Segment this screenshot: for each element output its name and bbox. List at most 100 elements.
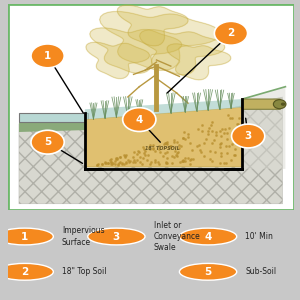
Polygon shape bbox=[85, 107, 242, 167]
Text: Impervious
Surface: Impervious Surface bbox=[62, 226, 105, 247]
Point bbox=[236, 116, 241, 121]
Point bbox=[196, 143, 201, 148]
Point bbox=[108, 160, 113, 165]
Point bbox=[124, 161, 129, 166]
Point bbox=[203, 137, 208, 142]
Point bbox=[234, 132, 239, 136]
Point bbox=[164, 140, 169, 145]
Point bbox=[218, 145, 222, 149]
Point bbox=[148, 161, 153, 166]
Text: 3: 3 bbox=[113, 232, 120, 242]
Point bbox=[116, 162, 120, 167]
Point bbox=[177, 142, 182, 147]
Point bbox=[201, 154, 206, 159]
Point bbox=[218, 142, 223, 147]
Point bbox=[206, 132, 211, 137]
Point bbox=[213, 150, 218, 154]
Point bbox=[169, 144, 173, 149]
Point bbox=[140, 145, 145, 150]
Point bbox=[99, 162, 104, 167]
Point bbox=[206, 126, 211, 131]
Point bbox=[225, 113, 230, 118]
Point bbox=[150, 146, 155, 151]
Point bbox=[123, 160, 128, 165]
Point bbox=[142, 147, 147, 152]
Circle shape bbox=[179, 263, 237, 280]
Point bbox=[185, 135, 190, 140]
Point bbox=[228, 116, 232, 120]
Point bbox=[144, 158, 149, 162]
Point bbox=[116, 162, 121, 167]
Point bbox=[102, 160, 107, 165]
Point bbox=[146, 153, 151, 158]
Circle shape bbox=[88, 228, 145, 245]
Point bbox=[142, 152, 147, 157]
Point bbox=[118, 154, 123, 159]
Polygon shape bbox=[242, 87, 285, 169]
Point bbox=[196, 127, 200, 132]
Circle shape bbox=[0, 263, 53, 280]
Point bbox=[219, 134, 224, 139]
Point bbox=[138, 159, 143, 164]
Text: 2: 2 bbox=[227, 28, 235, 38]
Point bbox=[194, 143, 199, 148]
Circle shape bbox=[31, 130, 64, 154]
Text: 4: 4 bbox=[136, 115, 143, 124]
Point bbox=[148, 142, 153, 147]
Point bbox=[212, 137, 216, 142]
Point bbox=[137, 150, 142, 155]
Point bbox=[167, 146, 172, 151]
Point bbox=[200, 122, 204, 127]
Point bbox=[202, 140, 206, 145]
Point bbox=[113, 155, 118, 160]
Point bbox=[183, 156, 188, 161]
Point bbox=[123, 154, 128, 159]
Point bbox=[118, 154, 123, 159]
Point bbox=[126, 158, 131, 163]
Point bbox=[181, 159, 185, 164]
Point bbox=[156, 161, 161, 166]
Text: 1: 1 bbox=[21, 232, 28, 242]
Point bbox=[148, 147, 152, 152]
Point bbox=[208, 157, 212, 162]
Point bbox=[225, 131, 230, 136]
Point bbox=[131, 160, 136, 164]
Point bbox=[96, 162, 100, 167]
Point bbox=[198, 150, 203, 155]
Circle shape bbox=[179, 228, 237, 245]
Point bbox=[200, 129, 205, 134]
Point bbox=[185, 156, 190, 161]
Circle shape bbox=[232, 124, 265, 148]
Point bbox=[115, 157, 119, 162]
Point bbox=[186, 131, 191, 136]
Point bbox=[151, 142, 155, 147]
Polygon shape bbox=[90, 28, 182, 73]
Point bbox=[182, 159, 187, 164]
Point bbox=[182, 137, 187, 142]
Point bbox=[164, 141, 168, 146]
Point bbox=[124, 153, 128, 158]
Point bbox=[222, 130, 226, 135]
Point bbox=[232, 146, 237, 151]
Point bbox=[164, 160, 168, 165]
Point bbox=[232, 129, 237, 134]
Point bbox=[209, 140, 214, 145]
Point bbox=[181, 158, 185, 162]
Point bbox=[233, 153, 238, 158]
Point bbox=[114, 157, 118, 162]
Point bbox=[181, 158, 186, 163]
Point bbox=[224, 151, 229, 155]
Text: 5: 5 bbox=[204, 267, 212, 277]
Point bbox=[231, 153, 236, 158]
Point bbox=[156, 147, 161, 152]
Point bbox=[173, 153, 178, 158]
Point bbox=[95, 162, 100, 167]
Point bbox=[149, 160, 154, 164]
Point bbox=[131, 158, 136, 162]
Point bbox=[230, 142, 235, 147]
Point bbox=[187, 140, 192, 145]
Point bbox=[161, 154, 166, 159]
Text: 10' Min: 10' Min bbox=[245, 232, 273, 241]
Point bbox=[169, 160, 174, 165]
Point bbox=[128, 158, 132, 163]
